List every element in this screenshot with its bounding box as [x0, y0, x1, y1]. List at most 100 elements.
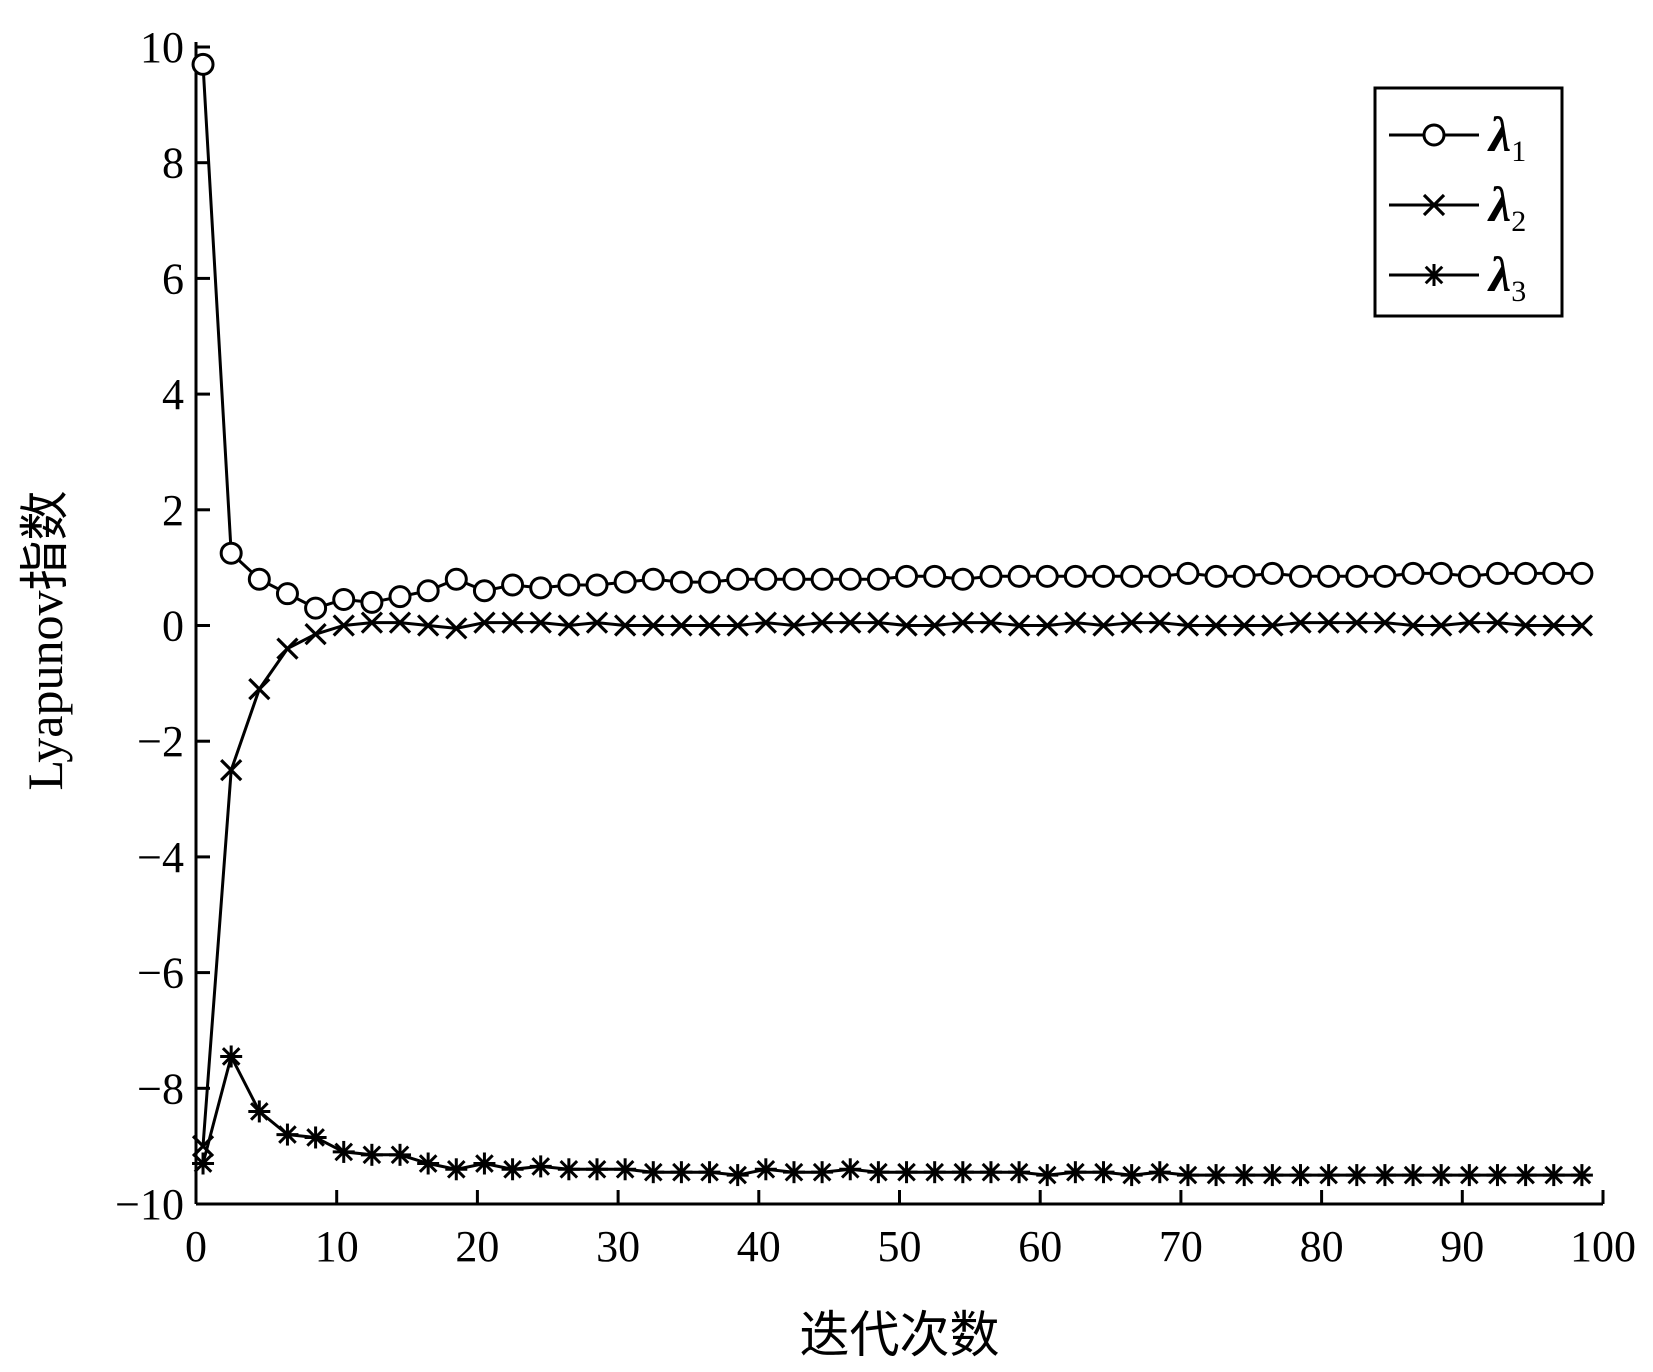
- circle-marker: [585, 573, 609, 597]
- asterisk-marker: [1289, 1164, 1312, 1187]
- x-marker: [642, 614, 665, 637]
- circle-marker: [1422, 123, 1446, 147]
- x-tick-label: 10: [315, 1222, 359, 1271]
- series-layer: [191, 52, 1594, 1187]
- asterisk-marker: [529, 1155, 552, 1178]
- asterisk-marker: [192, 1152, 215, 1175]
- asterisk-marker: [754, 1158, 777, 1181]
- circle-marker: [1288, 564, 1312, 588]
- asterisk-marker: [1317, 1164, 1340, 1187]
- x-marker: [923, 614, 946, 637]
- asterisk-marker: [1261, 1164, 1284, 1187]
- circle-marker: [1542, 561, 1566, 585]
- asterisk-marker: [1345, 1164, 1368, 1187]
- asterisk-marker: [501, 1158, 524, 1181]
- x-marker: [782, 614, 806, 637]
- circle-marker: [557, 573, 581, 597]
- series-1: [191, 52, 1594, 620]
- asterisk-marker: [585, 1158, 608, 1181]
- x-marker: [1430, 614, 1453, 637]
- asterisk-marker: [276, 1123, 299, 1146]
- x-tick-label: 100: [1570, 1222, 1636, 1271]
- x-marker: [754, 611, 777, 634]
- asterisk-marker: [473, 1152, 496, 1175]
- asterisk-marker: [1148, 1161, 1171, 1184]
- legend-box: [1373, 86, 1564, 318]
- x-marker: [1542, 614, 1565, 637]
- asterisk-marker: [1514, 1164, 1537, 1187]
- asterisk-marker: [1486, 1164, 1509, 1187]
- y-tick-label: 2: [162, 486, 184, 535]
- y-tick-label: 8: [162, 139, 184, 188]
- circle-marker: [613, 570, 637, 594]
- x-tick-label: 0: [185, 1222, 207, 1271]
- circle-marker: [332, 587, 356, 611]
- circle-marker: [726, 567, 750, 591]
- y-tick-label: −4: [137, 833, 184, 882]
- circle-marker: [698, 570, 722, 594]
- circle-marker: [669, 570, 693, 594]
- x-marker: [895, 614, 918, 637]
- asterisk-marker: [839, 1158, 862, 1181]
- y-axis-title: Lyapunov指数: [17, 491, 73, 791]
- x-tick-label: 30: [596, 1222, 640, 1271]
- circle-marker: [1345, 564, 1369, 588]
- series-3: [192, 1045, 1593, 1187]
- circle-marker: [1317, 564, 1341, 588]
- x-marker: [1233, 614, 1256, 637]
- circle-marker: [1373, 564, 1397, 588]
- x-marker: [1514, 614, 1537, 637]
- circle-marker: [1570, 561, 1594, 585]
- circle-marker: [275, 582, 299, 606]
- x-marker: [1373, 611, 1397, 634]
- asterisk-marker: [1233, 1164, 1256, 1187]
- asterisk-marker: [670, 1161, 693, 1184]
- x-marker: [332, 614, 355, 637]
- circle-marker: [1035, 564, 1059, 588]
- x-marker: [614, 614, 637, 637]
- x-marker: [220, 758, 243, 782]
- y-tick-label: −8: [137, 1064, 184, 1113]
- x-marker: [1289, 611, 1312, 634]
- circle-marker: [247, 567, 271, 591]
- x-tick-label: 20: [455, 1222, 499, 1271]
- legend-item: λ1: [1389, 106, 1526, 168]
- circle-marker: [1176, 561, 1200, 585]
- y-tick-label: −6: [137, 949, 184, 998]
- x-marker: [698, 614, 721, 637]
- circle-marker: [1514, 561, 1538, 585]
- x-marker: [1064, 611, 1087, 634]
- y-tick-label: 10: [140, 23, 184, 72]
- legend-label: λ2: [1487, 176, 1526, 238]
- x-marker: [1458, 611, 1481, 634]
- circle-marker: [501, 573, 525, 597]
- legend: λ1 λ2 λ3: [1373, 86, 1564, 318]
- legend-item: λ2: [1389, 176, 1526, 238]
- asterisk-marker: [304, 1126, 327, 1149]
- x-marker: [951, 611, 974, 634]
- circle-marker: [1204, 564, 1228, 588]
- x-marker: [1261, 614, 1284, 637]
- circle-marker: [1260, 561, 1284, 585]
- x-marker: [1148, 611, 1171, 634]
- x-tick-label: 90: [1440, 1222, 1484, 1271]
- x-marker: [1007, 614, 1031, 637]
- circle-marker: [1429, 561, 1453, 585]
- circle-marker: [416, 579, 440, 603]
- asterisk-marker: [1570, 1164, 1593, 1187]
- asterisk-marker: [811, 1161, 834, 1184]
- circle-marker: [529, 576, 553, 600]
- y-tick-label: −2: [137, 717, 184, 766]
- y-tick-label: 6: [162, 254, 184, 303]
- asterisk-marker: [1458, 1164, 1481, 1187]
- asterisk-marker: [782, 1161, 805, 1184]
- circle-marker: [923, 564, 947, 588]
- asterisk-marker: [1205, 1164, 1228, 1187]
- asterisk-marker: [332, 1140, 355, 1163]
- x-marker: [304, 623, 327, 646]
- circle-marker: [895, 564, 919, 588]
- x-tick-label: 80: [1300, 1222, 1344, 1271]
- asterisk-marker: [445, 1158, 468, 1181]
- circle-marker: [444, 567, 468, 591]
